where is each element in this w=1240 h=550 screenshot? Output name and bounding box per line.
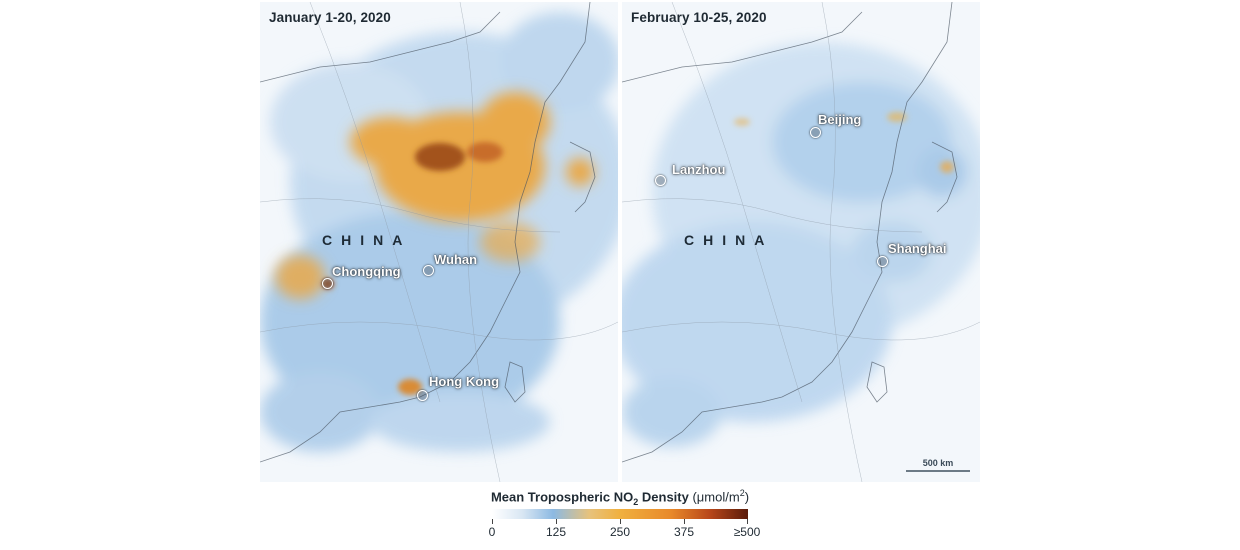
city-label-beijing: Beijing bbox=[818, 112, 862, 127]
city-marker-lanzhou bbox=[655, 175, 666, 186]
map-panel-january: January 1-20, 2020 CHINA Chongqing Wuhan… bbox=[260, 2, 618, 482]
scale-bar: 500 km bbox=[906, 458, 970, 472]
city-label-shanghai: Shanghai bbox=[888, 241, 947, 256]
legend-units: (μmol/m bbox=[692, 489, 740, 505]
legend-tick bbox=[684, 519, 685, 524]
legend-title: Mean Tropospheric NO2 Density (μmol/m2) bbox=[470, 488, 770, 507]
city-marker-wuhan bbox=[423, 265, 434, 276]
legend-tick-label-125: 125 bbox=[545, 525, 567, 539]
map-panel-february: February 10-25, 2020 CHINA Beijing Lanzh… bbox=[622, 2, 980, 482]
legend-tick bbox=[747, 519, 748, 524]
no2-map-february bbox=[622, 2, 980, 482]
panel-title-february: February 10-25, 2020 bbox=[631, 10, 767, 25]
city-marker-shanghai bbox=[877, 256, 888, 267]
legend-colorbar bbox=[492, 509, 748, 519]
legend-tick bbox=[492, 519, 493, 524]
legend-title-subscript: 2 bbox=[633, 496, 639, 507]
legend-tick bbox=[620, 519, 621, 524]
city-marker-chongqing bbox=[322, 278, 333, 289]
city-label-lanzhou: Lanzhou bbox=[672, 162, 726, 177]
city-label-hong-kong: Hong Kong bbox=[429, 374, 500, 389]
city-marker-hong-kong bbox=[417, 390, 428, 401]
scale-bar-line bbox=[906, 470, 970, 472]
legend-units-superscript: 2 bbox=[739, 488, 745, 498]
legend-tick-label-500: ≥500 bbox=[733, 525, 761, 539]
country-label-china: CHINA bbox=[684, 232, 774, 248]
color-legend: Mean Tropospheric NO2 Density (μmol/m2) … bbox=[470, 488, 770, 539]
scale-bar-label: 500 km bbox=[922, 458, 954, 468]
legend-tick-label-375: 375 bbox=[673, 525, 695, 539]
legend-units-close: ) bbox=[744, 489, 750, 505]
city-label-chongqing: Chongqing bbox=[332, 264, 401, 279]
legend-tick bbox=[556, 519, 557, 524]
legend-tick-label-250: 250 bbox=[609, 525, 631, 539]
legend-title-main: Mean Tropospheric NO bbox=[490, 489, 634, 505]
city-marker-beijing bbox=[810, 127, 821, 138]
legend-tick-label-0: 0 bbox=[488, 525, 496, 539]
city-label-wuhan: Wuhan bbox=[434, 252, 478, 267]
panel-title-january: January 1-20, 2020 bbox=[269, 10, 391, 25]
legend-title-density: Density bbox=[638, 489, 693, 505]
no2-map-january bbox=[260, 2, 618, 482]
country-label-china: CHINA bbox=[322, 232, 412, 248]
